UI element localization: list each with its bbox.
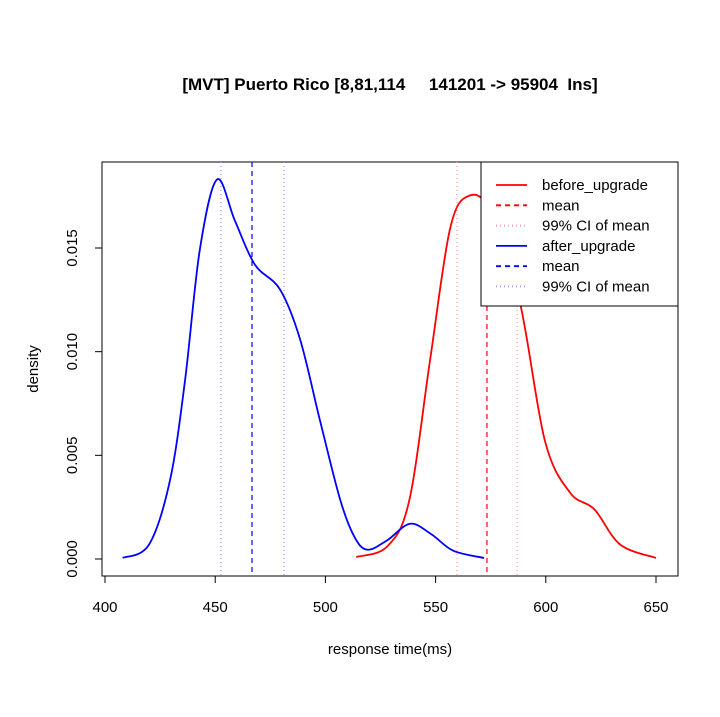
legend-label: before_upgrade xyxy=(542,177,648,194)
x-tick-label: 400 xyxy=(92,599,117,616)
legend-label: 99% CI of mean xyxy=(542,279,650,296)
y-tick-label: 0.015 xyxy=(64,229,81,267)
legend-label: after_upgrade xyxy=(542,238,635,255)
legend-label: mean xyxy=(542,258,580,275)
x-tick-label: 600 xyxy=(533,599,558,616)
x-tick-label: 550 xyxy=(423,599,448,616)
density-curve-after_upgrade xyxy=(122,178,485,559)
y-tick-label: 0.005 xyxy=(64,437,81,475)
y-axis-label: density xyxy=(25,345,42,393)
chart-title: [MVT] Puerto Rico [8,81,114 141201 -> 95… xyxy=(182,75,597,94)
legend-label: mean xyxy=(542,197,580,214)
x-tick-label: 450 xyxy=(203,599,228,616)
y-tick-label: 0.000 xyxy=(64,540,81,578)
x-tick-label: 500 xyxy=(313,599,338,616)
legend-label: 99% CI of mean xyxy=(542,218,650,235)
y-tick-label: 0.010 xyxy=(64,333,81,371)
legend-box xyxy=(480,161,679,307)
x-axis-label: response time(ms) xyxy=(328,641,452,658)
x-tick-label: 650 xyxy=(643,599,668,616)
